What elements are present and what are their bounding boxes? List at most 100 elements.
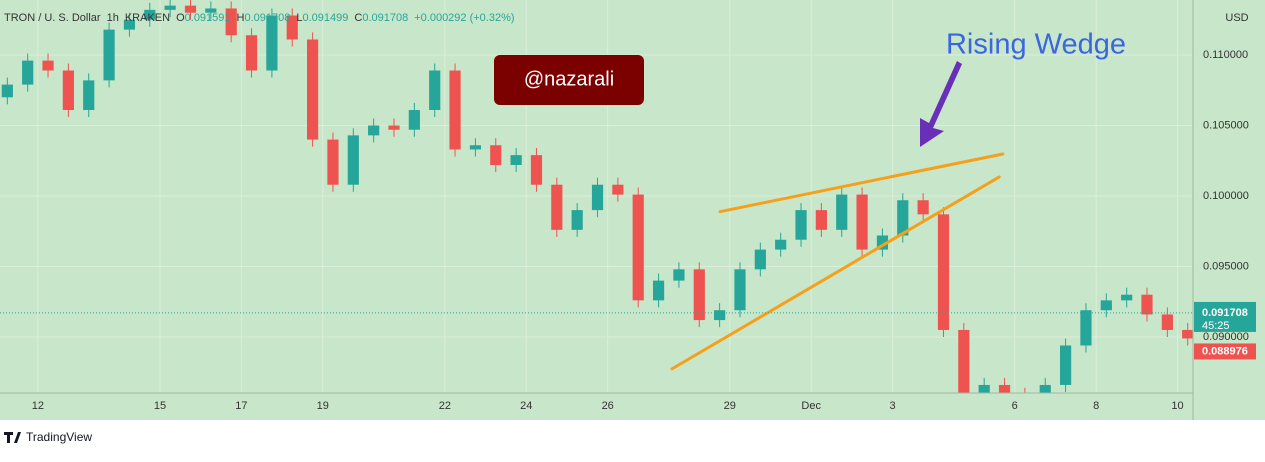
- candle-body: [876, 235, 889, 250]
- currency: USD: [1225, 12, 1248, 24]
- candle-body: [144, 9, 156, 20]
- x-tick-label: 26: [602, 400, 614, 412]
- candle-body: [327, 139, 339, 185]
- ohlc-label: C: [354, 12, 362, 24]
- x-tick-label: 19: [317, 400, 329, 412]
- change: +0.000292 (+0.32%): [414, 12, 514, 24]
- candle-body: [1060, 345, 1072, 385]
- candle-body: [897, 200, 909, 236]
- candle-body: [1, 84, 13, 98]
- y-tick-label: 0.100000: [1203, 190, 1249, 202]
- candle-body: [123, 19, 136, 30]
- prev-close-label: 0.088976: [1202, 345, 1248, 357]
- candle-body: [978, 384, 990, 393]
- plot-area: [0, 0, 1193, 393]
- candle-body: [469, 145, 482, 150]
- candle-body: [836, 194, 848, 230]
- candle-body: [449, 70, 461, 150]
- candle-body: [1039, 384, 1051, 393]
- candle-body: [998, 384, 1011, 393]
- candle-body: [205, 8, 217, 13]
- x-tick-label: 6: [1012, 400, 1018, 412]
- candle-body: [652, 280, 665, 301]
- candle-body: [510, 155, 522, 165]
- x-tick-label: 22: [439, 400, 451, 412]
- candle-body: [795, 210, 807, 240]
- candle-body: [245, 35, 258, 71]
- brand-logo: [4, 432, 21, 443]
- annotation: Rising Wedge: [946, 29, 1126, 61]
- candle-body: [856, 194, 868, 250]
- candle-body: [307, 39, 319, 140]
- candle-body: [184, 5, 197, 13]
- watermark-box: [494, 55, 644, 105]
- header: TRON / U. S. Dollar 1h KRAKEN O0.091591 H0.0…: [4, 12, 515, 24]
- x-tick-label: 10: [1171, 400, 1183, 412]
- ohlc-label: H: [237, 12, 245, 24]
- candle-body: [591, 184, 604, 211]
- y-tick-label: 0.095000: [1203, 260, 1249, 272]
- axes: 0.110000 0.105000 0.100000 0.095000 0.090000…: [32, 49, 1256, 412]
- exchange: KRAKEN: [125, 12, 170, 24]
- ohlc-label: L: [296, 12, 302, 24]
- candle-body: [103, 29, 115, 81]
- candle-body: [429, 70, 441, 110]
- branding: TradingView: [26, 430, 92, 444]
- header-text: TRON / U. S. Dollar 1h KRAKEN O0.091591 H0.0…: [4, 12, 515, 24]
- candle-body: [1141, 294, 1153, 315]
- last-price-box: [1194, 301, 1256, 332]
- annotation-arrow: [920, 61, 962, 147]
- prev-close-box: [1194, 343, 1256, 360]
- candle-body: [958, 329, 970, 393]
- candle-body: [22, 60, 34, 85]
- x-tick-label: 12: [32, 400, 44, 412]
- y-tick-label: 0.090000: [1203, 331, 1249, 343]
- candle-body: [1080, 310, 1092, 346]
- candle-body: [530, 155, 543, 185]
- ohlc-value: 0.091499: [303, 12, 349, 24]
- watermark: @nazarali: [524, 68, 614, 90]
- x-tick-label: Dec: [801, 400, 821, 412]
- interval: 1h: [107, 12, 119, 24]
- candle-body: [62, 70, 74, 110]
- candle-body: [551, 184, 563, 230]
- trendline: [670, 175, 1001, 371]
- candle-body: [347, 135, 359, 185]
- candle-body: [937, 214, 950, 330]
- candle-body: [714, 310, 726, 321]
- candle-body: [775, 239, 787, 250]
- candle-body: [286, 15, 298, 40]
- candle-body: [42, 60, 54, 71]
- candle-body: [1161, 314, 1173, 330]
- ohlc-label: O: [176, 12, 185, 24]
- x-tick-label: 17: [235, 400, 247, 412]
- candle-body: [612, 184, 624, 195]
- ohlc-value: 0.091591: [185, 12, 231, 24]
- x-tick-label: 24: [520, 400, 532, 412]
- candle-body: [1100, 300, 1112, 311]
- candle-body: [734, 269, 746, 311]
- candle-body: [388, 125, 400, 130]
- candle-body: [693, 269, 705, 321]
- candle-body: [754, 249, 766, 270]
- y-tick-label: 0.105000: [1203, 119, 1249, 131]
- candle-body: [225, 8, 237, 36]
- candle-body: [571, 210, 583, 230]
- candle-body: [266, 15, 278, 71]
- candle-body: [1182, 329, 1193, 339]
- x-tick-label: 15: [154, 400, 166, 412]
- x-tick-label: 8: [1093, 400, 1099, 412]
- ohlc-value: 0.091708: [244, 12, 290, 24]
- x-tick-label: 29: [724, 400, 736, 412]
- candle-body: [1121, 294, 1133, 301]
- x-tick-label: 3: [890, 400, 896, 412]
- candle-body: [815, 210, 827, 230]
- y-tick-label: 0.110000: [1203, 49, 1248, 61]
- candle-body: [83, 80, 95, 110]
- candle-body: [490, 145, 502, 165]
- ohlc-value: 0.091708: [362, 12, 408, 24]
- symbol: TRON / U. S. Dollar: [4, 12, 101, 24]
- candle-body: [673, 269, 685, 281]
